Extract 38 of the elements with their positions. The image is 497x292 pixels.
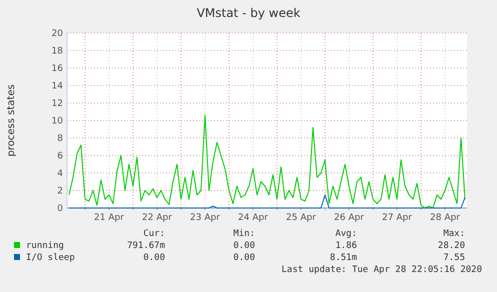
text: 1.86 (335, 241, 357, 251)
text: Cur: (143, 229, 165, 239)
text: 791.67m (127, 241, 165, 251)
y-tick-label: 14 (52, 82, 64, 92)
text: Max: (443, 229, 465, 239)
legend-label: running (26, 241, 64, 251)
line-series (68, 194, 466, 208)
text: 0.00 (233, 241, 255, 251)
text: Avg: (335, 229, 357, 239)
x-tick-label: 24 Apr (238, 213, 268, 223)
x-tick-label: 28 Apr (430, 213, 460, 223)
x-tick-label: 27 Apr (382, 213, 412, 223)
y-tick-label: 12 (52, 99, 63, 110)
x-tick-label: 25 Apr (286, 213, 316, 223)
y-tick-label: 6 (57, 152, 64, 162)
line-series (68, 114, 466, 208)
x-tick-label: 23 Apr (190, 213, 220, 223)
y-axis-title: process states (6, 84, 17, 157)
chart-title: VMstat - by week (196, 6, 300, 20)
text: 8.51m (330, 253, 357, 263)
text: 7.55 (443, 253, 465, 263)
text: 28.20 (438, 241, 465, 251)
text: Min: (233, 229, 255, 239)
y-tick-label: 2 (57, 186, 63, 197)
text: Last update: Tue Apr 28 22:05:16 2020 (282, 265, 482, 275)
y-tick-label: 10 (52, 116, 64, 127)
y-tick-label: 16 (52, 64, 64, 74)
y-tick-label: 8 (57, 134, 64, 144)
text: 0.00 (143, 253, 165, 263)
y-tick-label: 18 (52, 46, 64, 57)
x-tick-label: 21 Apr (94, 213, 124, 223)
y-tick-label: 4 (57, 169, 64, 180)
y-tick-label: 20 (52, 29, 64, 40)
x-tick-label: 26 Apr (334, 213, 364, 223)
x-tick-label: 22 Apr (142, 213, 172, 223)
legend-label: I/O sleep (26, 253, 75, 263)
text: 0.00 (233, 253, 255, 263)
y-tick-label: 0 (57, 204, 64, 214)
